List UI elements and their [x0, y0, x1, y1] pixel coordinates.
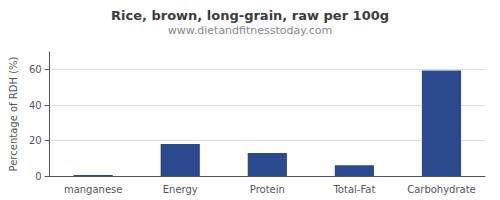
svg-text:Total-Fat: Total-Fat [332, 184, 375, 195]
svg-text:40: 40 [29, 100, 42, 111]
svg-text:60: 60 [29, 64, 42, 75]
svg-text:0: 0 [35, 171, 41, 182]
svg-text:www.dietandfitnesstoday.com: www.dietandfitnesstoday.com [168, 24, 332, 37]
svg-text:Energy: Energy [163, 184, 198, 195]
svg-text:Protein: Protein [250, 184, 285, 195]
svg-text:Rice, brown, long-grain, raw p: Rice, brown, long-grain, raw per 100g [111, 8, 389, 23]
svg-text:20: 20 [29, 135, 42, 146]
svg-text:manganese: manganese [64, 184, 123, 195]
svg-text:Carbohydrate: Carbohydrate [407, 184, 476, 195]
svg-text:Percentage of RDH (%): Percentage of RDH (%) [8, 56, 19, 171]
